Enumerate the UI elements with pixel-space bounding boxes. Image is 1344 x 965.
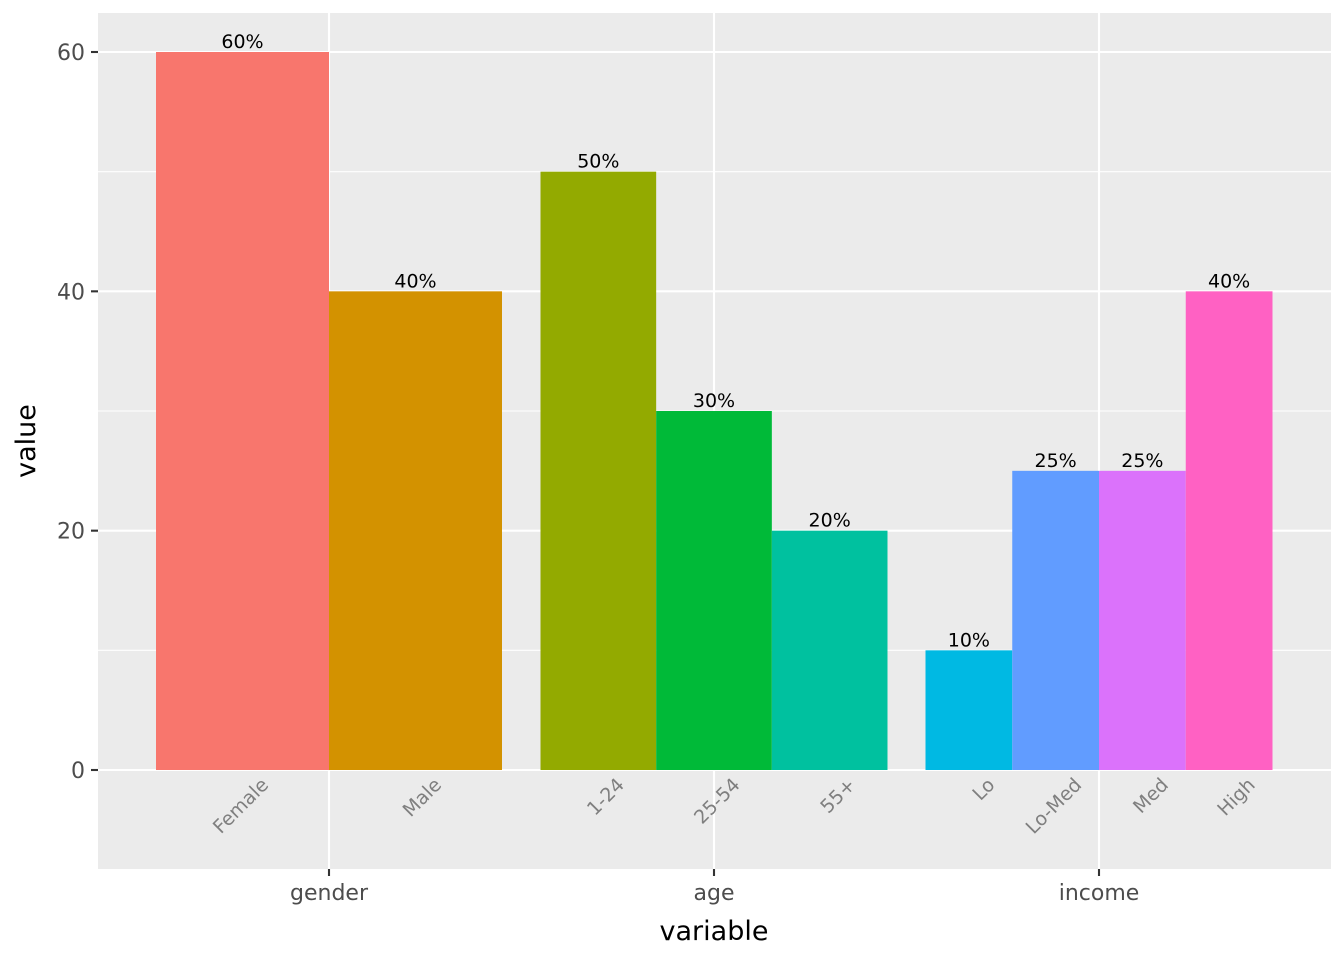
bar-value-label: 60% xyxy=(221,31,263,53)
bar-value-label: 50% xyxy=(577,151,619,173)
bar xyxy=(771,530,888,770)
bar xyxy=(1185,291,1273,770)
bar-value-label: 20% xyxy=(809,510,851,532)
x-tick-label: age xyxy=(694,881,735,906)
y-axis: 0 20 40 60 xyxy=(57,41,98,784)
x-tick-label: income xyxy=(1059,881,1140,906)
bars xyxy=(156,52,1273,770)
y-tick-label: 0 xyxy=(71,759,85,784)
bar xyxy=(656,411,772,770)
bar xyxy=(1099,470,1186,770)
bar xyxy=(540,171,657,770)
y-tick-label: 20 xyxy=(57,520,85,545)
bar-value-label: 40% xyxy=(1208,270,1250,292)
y-axis-title: value xyxy=(11,404,42,478)
bar xyxy=(925,650,1013,770)
y-tick-label: 40 xyxy=(57,280,85,305)
bar-value-label: 40% xyxy=(394,270,436,292)
y-tick-label: 60 xyxy=(57,41,85,66)
bar xyxy=(329,291,502,770)
x-axis-title: variable xyxy=(660,916,769,947)
bar xyxy=(1012,470,1099,770)
bar-value-label: 10% xyxy=(948,629,990,651)
bar-value-label: 30% xyxy=(693,390,735,412)
bar-value-label: 25% xyxy=(1035,450,1077,472)
bar-value-labels: 60% 40% 50% 30% 20% 10% 25% 25% 40% xyxy=(221,31,1250,651)
bar-value-label: 25% xyxy=(1121,450,1163,472)
x-tick-label: gender xyxy=(290,881,369,906)
bar xyxy=(156,52,329,770)
x-axis: gender age income xyxy=(290,869,1139,906)
